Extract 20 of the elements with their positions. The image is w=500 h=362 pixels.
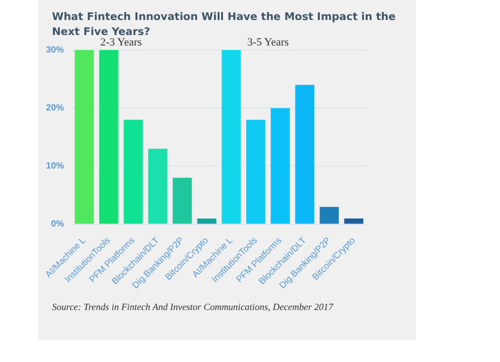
source-note: Source: Trends in Fintech And Investor Communications, December 2017 bbox=[52, 303, 334, 313]
bar bbox=[172, 178, 192, 224]
bar bbox=[99, 50, 118, 224]
text: 3-5 Years bbox=[247, 36, 289, 48]
y-tick-label: 0% bbox=[51, 218, 64, 229]
y-tick-label: 10% bbox=[46, 160, 64, 171]
bar bbox=[344, 218, 364, 224]
bar bbox=[148, 148, 168, 224]
y-tick-label: 30% bbox=[46, 44, 64, 54]
bar bbox=[320, 206, 339, 224]
bar bbox=[197, 218, 216, 224]
bar bbox=[124, 120, 143, 224]
bar bbox=[270, 108, 290, 224]
bar bbox=[74, 50, 94, 224]
chart-title: What Fintech Innovation Will Have the Most Impact in the Next Five Years? bbox=[52, 11, 396, 38]
bar bbox=[246, 120, 266, 224]
bar bbox=[222, 50, 241, 224]
bar bbox=[295, 84, 314, 224]
y-tick-label: 20% bbox=[46, 102, 64, 113]
text: 2-3 Years bbox=[100, 36, 142, 48]
